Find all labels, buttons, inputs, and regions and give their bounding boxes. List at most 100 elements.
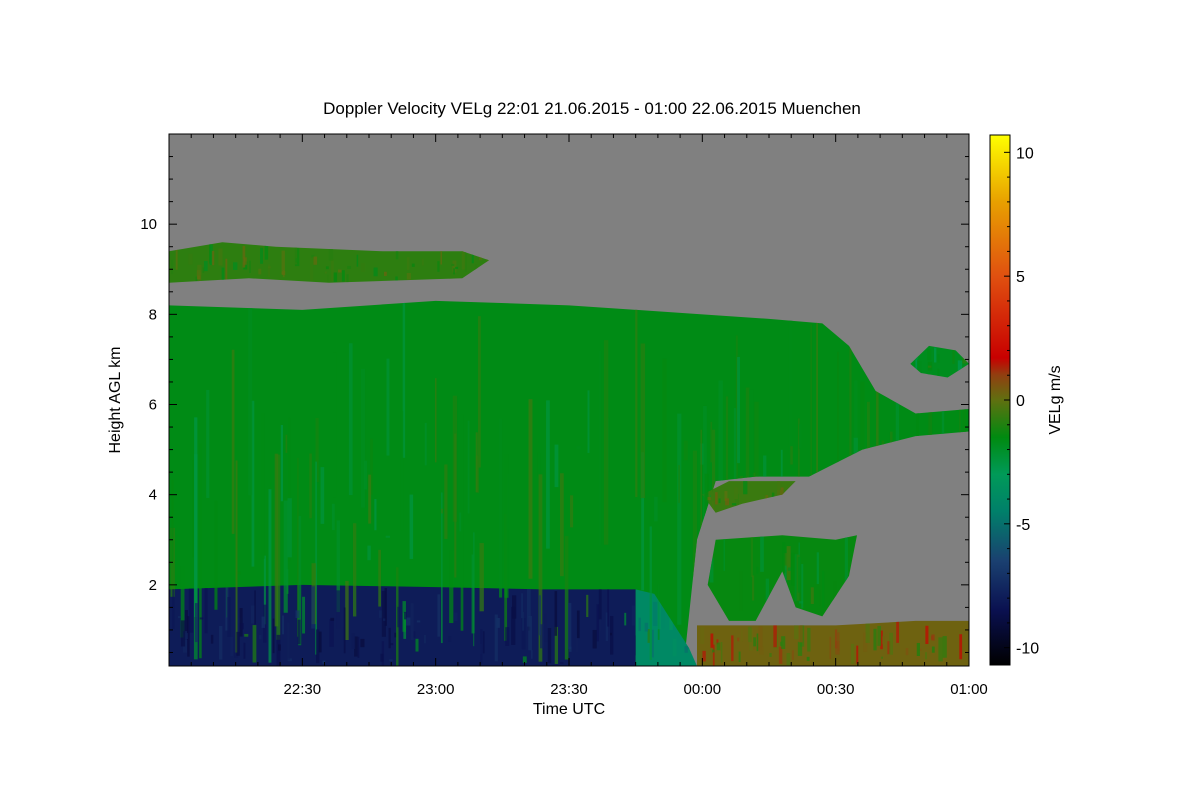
velocity-cell [712,649,715,653]
velocity-cell [421,258,424,266]
velocity-cell [274,453,279,627]
velocity-cell [424,634,426,644]
velocity-cell [329,619,334,647]
velocity-cell [219,625,223,660]
velocity-cell [440,492,443,644]
velocity-cell [750,535,753,578]
velocity-cell [320,467,325,524]
velocity-cell [787,567,791,571]
velocity-cell [249,260,251,273]
velocity-cell [905,647,909,656]
velocity-cell [918,648,922,651]
velocity-cell [251,400,255,567]
velocity-cell [700,443,705,465]
velocity-cell [810,324,813,499]
velocity-cell [294,248,300,267]
velocity-cell [917,361,922,375]
velocity-cell [288,417,291,562]
velocity-cell [546,400,550,549]
velocity-cell [782,542,786,573]
velocity-cell [263,555,266,625]
velocity-cell [576,446,581,450]
velocity-cell [528,615,533,651]
velocity-cell [933,347,937,363]
velocity-cell [829,636,832,659]
velocity-cell [807,627,811,652]
velocity-cell [521,618,526,650]
colorbar-tick-label: 0 [1016,393,1025,410]
velocity-cell [348,343,353,496]
velocity-cell [778,646,783,664]
velocity-cell [341,270,345,282]
velocity-cell [221,267,225,283]
velocity-cell [554,444,559,488]
velocity-cell [364,460,367,490]
velocity-cell [735,335,738,497]
velocity-cell [315,461,318,655]
velocity-cell [239,608,243,637]
velocity-cell [505,627,510,646]
velocity-cell [325,266,329,270]
velocity-cell [281,250,285,275]
velocity-cell [496,617,500,628]
velocity-cell [413,631,416,638]
velocity-cell [873,628,877,651]
velocity-cell [657,589,662,630]
velocity-cell [406,617,411,626]
velocity-cell [718,380,723,529]
velocity-cell [816,302,818,504]
velocity-cell [937,368,940,377]
region-main-cloud [169,300,969,666]
velocity-cell [455,266,459,269]
velocity-cell [791,552,795,586]
velocity-cell [225,586,229,631]
velocity-cell [360,638,365,648]
velocity-cell [361,262,366,273]
velocity-cell [877,625,882,646]
velocity-cell [560,473,564,577]
velocity-cell [849,300,852,472]
velocity-cell [361,368,366,508]
velocity-cell [204,585,208,634]
velocity-cell [818,589,821,606]
velocity-cell [798,620,803,643]
velocity-cell [437,261,440,272]
velocity-cell [713,494,716,510]
velocity-cell [227,597,231,637]
x-tick-label: 23:30 [550,681,588,698]
velocity-cell [311,254,315,260]
velocity-cell [880,630,883,650]
velocity-cell [771,492,775,500]
velocity-cell [285,434,288,453]
velocity-cell [211,250,215,266]
velocity-cell [743,481,748,495]
velocity-cell [243,261,248,270]
colorbar-tick-label: 5 [1016,269,1025,286]
velocity-cell [175,249,178,270]
velocity-cell [499,418,503,598]
velocity-cell [522,656,527,663]
velocity-cell [952,350,955,364]
streaks-low-cloud [709,535,857,620]
velocity-cell [672,638,677,657]
velocity-cell [915,359,918,371]
velocity-cell [710,421,713,463]
velocity-cell [383,271,387,276]
velocity-cell [435,378,437,463]
velocity-cell [538,595,541,636]
x-axis-label: Time UTC [533,701,605,718]
y-tick-label: 8 [149,306,157,323]
velocity-cell [295,610,300,619]
velocity-cell [451,263,455,266]
velocity-cell [781,636,786,649]
velocity-cell [236,631,240,656]
velocity-cell [356,254,359,267]
velocity-cell [568,602,572,650]
velocity-cell [651,629,654,658]
velocity-cell [564,536,569,660]
colorbar-tick-label: -10 [1016,641,1039,658]
velocity-cell [649,526,652,660]
velocity-cell [416,620,421,623]
velocity-cell [242,245,246,268]
velocity-cell [925,652,928,660]
